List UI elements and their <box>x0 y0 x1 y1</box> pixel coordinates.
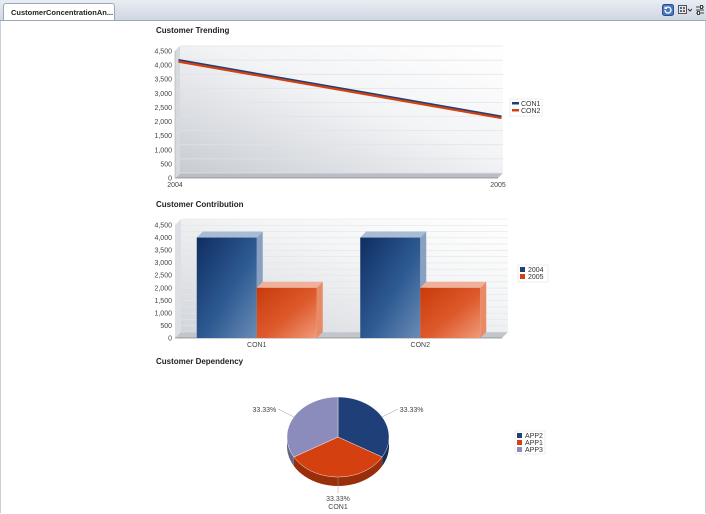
y-tick-label: 4,500 <box>154 223 172 230</box>
legend-swatch <box>520 274 525 279</box>
y-tick-label: 500 <box>160 323 172 330</box>
y-tick-label: 1,000 <box>154 310 172 317</box>
y-tick-label: 4,000 <box>154 235 172 242</box>
legend-label: CON2 <box>521 108 541 115</box>
dependency-title: Customer Dependency <box>156 357 244 366</box>
y-tick-label: 4,500 <box>154 49 172 56</box>
legend-swatch <box>520 267 525 272</box>
y-tick-label: 1,500 <box>154 133 172 140</box>
y-tick-label: 2,000 <box>154 119 172 126</box>
legend-label: APP3 <box>525 447 543 454</box>
x-tick-label: CON1 <box>247 342 267 349</box>
x-tick-label: 2005 <box>490 182 506 189</box>
pie-slice-label: 33.33% <box>252 407 276 414</box>
bar-top <box>420 281 487 288</box>
legend-swatch <box>512 102 519 105</box>
legend-label: CON1 <box>521 101 541 108</box>
bar-top <box>256 281 323 288</box>
bar-con1-2005 <box>256 287 317 338</box>
y-tick-label: 3,000 <box>154 260 172 267</box>
pie-slice-label: 33.33% <box>326 496 350 503</box>
tab-customer-concentration[interactable]: CustomerConcentrationAn... <box>3 3 115 20</box>
y-tick-label: 3,000 <box>154 91 172 98</box>
gridline-side <box>174 73 181 80</box>
y-tick-label: 4,000 <box>154 63 172 70</box>
legend-swatch <box>512 109 519 112</box>
pie-leader <box>278 408 294 418</box>
tab-bar: CustomerConcentrationAn... <box>0 0 706 21</box>
plot-side-wall <box>175 46 180 178</box>
y-tick-label: 3,500 <box>154 77 172 84</box>
pie-slice-side <box>293 457 383 486</box>
gridline-side <box>174 144 181 151</box>
bar-con2-2005 <box>420 287 481 338</box>
y-tick-label: 3,500 <box>154 248 172 255</box>
legend-label: APP2 <box>525 433 543 440</box>
series-line-con1 <box>178 59 502 118</box>
y-tick-label: 2,000 <box>154 285 172 292</box>
legend-swatch <box>517 440 522 445</box>
pie-category-label: CON1 <box>328 504 348 511</box>
pie-slice-app2 <box>337 396 390 458</box>
legend-swatch <box>517 433 522 438</box>
bar-con1-2004 <box>196 237 257 338</box>
x-tick-label: CON2 <box>411 342 431 349</box>
plot-floor <box>175 173 503 178</box>
contribution-title: Customer Contribution <box>156 200 244 209</box>
view-options-icon[interactable] <box>678 4 692 16</box>
legend-box <box>517 264 549 283</box>
y-tick-label: 0 <box>168 336 172 343</box>
legend-swatch <box>517 447 522 452</box>
settings-icon[interactable] <box>695 4 705 16</box>
legend-label: APP1 <box>525 440 543 447</box>
series-line-con2 <box>178 60 502 120</box>
trending-title: Customer Trending <box>156 26 230 35</box>
y-tick-label: 2,500 <box>154 105 172 112</box>
x-tick-label: 2004 <box>167 182 183 189</box>
refresh-icon[interactable] <box>662 4 674 16</box>
bar-top <box>360 231 427 238</box>
y-tick-label: 1,000 <box>154 147 172 154</box>
pie-slice-app1 <box>293 436 383 478</box>
y-tick-label: 2,500 <box>154 273 172 280</box>
pie-slice-label: 33.33% <box>400 407 424 414</box>
bar-side <box>316 281 323 338</box>
bar-top <box>196 231 263 238</box>
plot-side-wall <box>175 219 181 338</box>
gridline-side <box>174 88 181 94</box>
legend-box <box>514 430 546 455</box>
bar-con2-2004 <box>360 237 421 338</box>
y-tick-label: 1,500 <box>154 298 172 305</box>
gridline-side <box>174 130 181 136</box>
gridline-side <box>174 172 181 179</box>
y-tick-label: 0 <box>168 176 172 183</box>
bar-side <box>480 281 487 338</box>
gridline-side <box>174 45 181 52</box>
pie-slice-app3 <box>286 396 339 458</box>
gridline-side <box>174 102 181 108</box>
legend-label: 2004 <box>528 267 544 274</box>
legend-label: 2005 <box>528 274 544 281</box>
gridline-side <box>174 158 181 165</box>
gridline-side <box>174 116 181 122</box>
y-tick-label: 500 <box>160 161 172 168</box>
pie-leader <box>382 408 398 418</box>
